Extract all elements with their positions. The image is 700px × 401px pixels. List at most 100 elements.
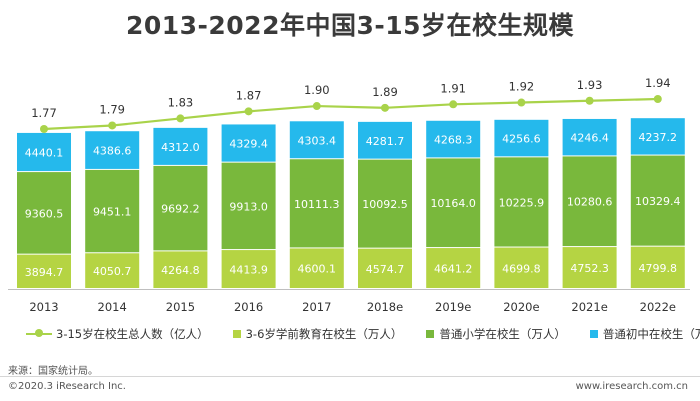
bar-value-label: 3894.7 — [25, 266, 64, 279]
bar-segment — [289, 248, 344, 288]
bar-segment — [630, 246, 685, 288]
legend-item-junior: 普通初中在校生（万人） — [589, 326, 700, 342]
bar-value-label: 9692.2 — [161, 203, 200, 216]
bar-segment — [494, 119, 549, 157]
total-value-label: 1.77 — [31, 106, 57, 120]
legend-swatch-preschool — [232, 330, 241, 338]
bar-segment — [221, 124, 276, 162]
bar-segment — [153, 251, 208, 288]
total-value-label: 1.93 — [577, 78, 603, 92]
bar-value-label: 4256.6 — [502, 133, 541, 146]
legend-swatch-primary — [426, 330, 435, 338]
bar-value-label: 4303.4 — [298, 134, 337, 147]
x-tick-label: 2019e — [435, 300, 471, 314]
legend-item-preschool: 3-6岁学前教育在校生（万人） — [232, 326, 403, 342]
bar-value-label: 4641.2 — [434, 263, 473, 276]
bar-value-label: 4574.7 — [366, 263, 405, 276]
total-value-label: 1.90 — [304, 83, 330, 97]
bar-segment — [85, 169, 140, 253]
total-value-label: 1.87 — [236, 88, 262, 102]
x-tick-label: 2017 — [302, 300, 331, 314]
bar-segment — [358, 248, 412, 288]
bar-segment — [562, 156, 617, 247]
x-tick-label: 2013 — [29, 300, 58, 314]
total-point — [653, 95, 662, 103]
bar-value-label: 4312.0 — [161, 141, 200, 154]
x-tick-label: 2020e — [503, 300, 539, 314]
bar-segment — [426, 248, 481, 288]
bar-segment — [85, 131, 140, 169]
source-note: 来源：国家统计局。 — [8, 366, 98, 377]
legend-line-marker — [26, 329, 52, 337]
bar-segment — [426, 158, 481, 248]
bar-value-label: 4699.8 — [502, 262, 541, 275]
bar-value-label: 10280.6 — [567, 196, 613, 209]
bar-segment — [153, 127, 208, 165]
bar-segment — [426, 120, 481, 158]
bar-value-label: 4268.3 — [434, 134, 473, 147]
bar-segment — [17, 172, 71, 254]
total-point — [381, 103, 389, 112]
bar-segment — [562, 247, 617, 288]
total-value-label: 1.92 — [509, 80, 535, 94]
bar-value-label: 9360.5 — [25, 207, 64, 220]
chart-title: 2013-2022年中国3-15岁在校生规模 — [125, 11, 575, 40]
x-tick-label: 2022e — [640, 300, 676, 314]
bar-segment — [289, 159, 344, 248]
bar-value-label: 4752.3 — [570, 262, 609, 275]
legend-label-total: 3-15岁在校生总人数（亿人） — [56, 327, 209, 341]
copyright-text: ©2020.3 iResearch Inc. — [8, 381, 126, 392]
legend-label-preschool: 3-6岁学前教育在校生（万人） — [245, 327, 403, 341]
legend-item-total: 3-15岁在校生总人数（亿人） — [26, 326, 209, 342]
bar-value-label: 4799.8 — [639, 262, 678, 275]
footer-divider — [0, 376, 700, 377]
bar-segment — [153, 165, 208, 251]
bar-segment — [494, 247, 549, 288]
bar-segment — [630, 118, 685, 155]
total-line — [43, 97, 658, 131]
bar-value-label: 4264.8 — [161, 264, 200, 277]
legend-label-primary: 普通小学在校生（万人） — [439, 327, 566, 341]
bar-value-label: 4386.6 — [93, 145, 132, 158]
bar-segment — [630, 155, 685, 246]
website-link[interactable]: www.iresearch.com.cn — [575, 381, 688, 392]
total-point — [585, 96, 594, 105]
bar-segment — [358, 121, 412, 159]
total-value-label: 1.83 — [168, 95, 194, 109]
total-point — [517, 98, 526, 107]
bar-value-label: 10225.9 — [499, 196, 545, 209]
x-tick-label: 2016 — [234, 300, 263, 314]
bar-value-label: 4050.7 — [93, 265, 132, 278]
bar-segment — [494, 157, 549, 247]
total-point — [312, 102, 321, 111]
x-tick-label: 2014 — [98, 300, 127, 314]
x-tick-label: 2015 — [166, 300, 195, 314]
total-point — [449, 100, 458, 109]
bar-segment — [221, 162, 276, 250]
bar-segment — [562, 118, 617, 156]
bar-segment — [221, 250, 276, 288]
total-value-label: 1.91 — [440, 81, 466, 95]
bar-value-label: 10164.0 — [430, 197, 476, 210]
bar-value-label: 4440.1 — [25, 147, 64, 160]
bar-value-label: 4413.9 — [229, 264, 268, 277]
total-value-label: 1.94 — [645, 76, 671, 90]
bar-segment — [17, 254, 71, 288]
bar-segment — [289, 121, 344, 159]
bar-value-label: 4237.2 — [639, 131, 678, 144]
total-point — [176, 114, 185, 123]
bar-segment — [85, 253, 140, 288]
bar-value-label: 4329.4 — [229, 138, 268, 151]
legend-label-junior: 普通初中在校生（万人） — [602, 327, 700, 341]
total-point — [40, 125, 48, 133]
legend-swatch-junior — [589, 330, 598, 338]
x-tick-label: 2018e — [367, 300, 403, 314]
bar-value-label: 9451.1 — [93, 206, 132, 219]
bar-value-label: 10329.4 — [635, 195, 681, 208]
legend-item-primary: 普通小学在校生（万人） — [426, 326, 566, 342]
total-value-label: 1.89 — [372, 85, 398, 99]
total-point — [108, 121, 117, 130]
bar-value-label: 4246.4 — [570, 132, 609, 145]
total-point — [244, 107, 253, 116]
